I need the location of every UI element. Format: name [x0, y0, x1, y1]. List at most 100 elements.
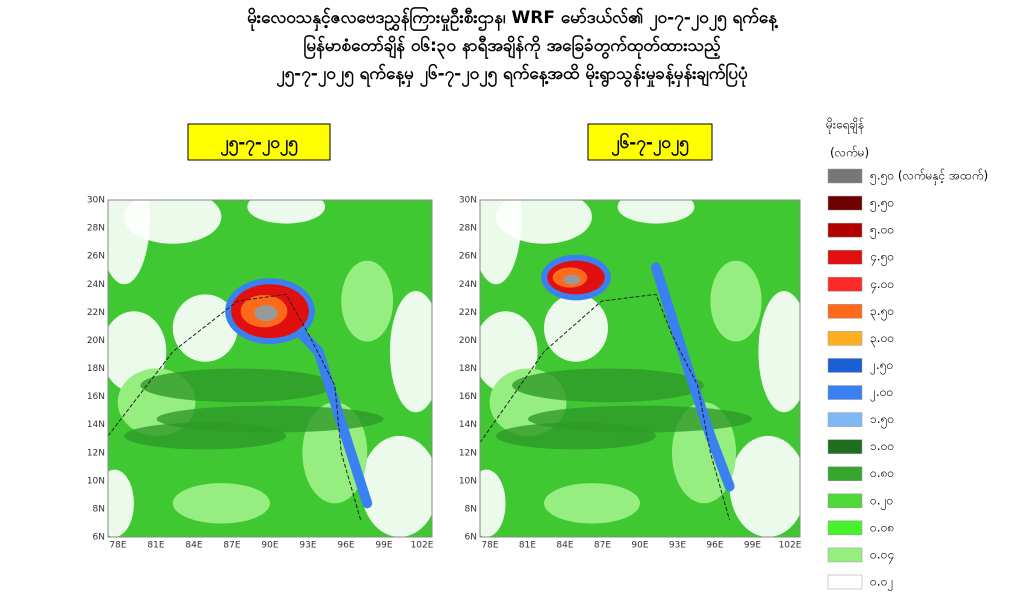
lat-label: 18N: [87, 364, 105, 374]
lat-label: 18N: [459, 364, 477, 374]
legend-swatch: [827, 277, 863, 292]
light-rain: [172, 483, 270, 524]
legend-label: ၀.၀၂: [870, 575, 893, 592]
lat-label: 30N: [459, 196, 477, 206]
light-rain: [341, 260, 394, 342]
lon-label: 99E: [744, 541, 761, 551]
legend-swatch: [827, 331, 863, 346]
rainfall-map: [480, 200, 800, 537]
lat-label: 12N: [87, 448, 105, 458]
legend-title: မိုးရေချိန်: [826, 117, 864, 135]
dry-area: [172, 294, 238, 362]
legend-label: ၃.၀၀: [870, 331, 894, 348]
lon-label: 87E: [594, 541, 611, 551]
light-rain: [710, 260, 762, 342]
legend-swatch: [827, 574, 863, 590]
rainfall-map: [108, 200, 432, 537]
lon-label: 81E: [147, 541, 164, 551]
legend-swatch: [827, 168, 863, 184]
legend-label: ၁.၅၀: [870, 412, 894, 429]
lon-label: 84E: [185, 541, 202, 551]
legend-swatch: [827, 195, 863, 211]
lon-label: 102E: [411, 541, 434, 551]
legend-label: ၅.၀၀: [870, 223, 894, 240]
core-gray: [254, 305, 278, 322]
dry-area: [389, 291, 432, 413]
lon-label: 93E: [669, 541, 686, 551]
legend-label: ၂.၅၀: [870, 358, 893, 375]
lon-label: 102E: [779, 541, 802, 551]
heavy-rain-band: [281, 312, 373, 509]
legend-label: ၄.၅၀: [870, 250, 894, 267]
map-frame: [107, 199, 433, 538]
lat-label: 16N: [459, 392, 477, 402]
legend-label: ၄.၀၀: [870, 277, 894, 294]
title-line: မိုးလေဝသနှင့်ဇလဗေဒညွှန်ကြားမှုဦးစီးဌာန၊ …: [247, 5, 778, 32]
lat-label: 10N: [459, 476, 477, 486]
date-box: [187, 123, 331, 161]
lat-label: 8N: [93, 504, 105, 514]
lon-label: 78E: [109, 541, 126, 551]
title-line: မြန်မာစံတော်ချိန် ၀၆:၃၀ နာရီအချိန်ကို အခ…: [303, 33, 721, 60]
lon-label: 96E: [337, 541, 354, 551]
lat-label: 24N: [459, 280, 477, 290]
lon-label: 96E: [706, 541, 723, 551]
moderate-rain: [496, 422, 656, 450]
legend-label: ၃.၅၀: [870, 304, 894, 321]
legend-unit: (လက်မ): [830, 145, 869, 160]
lat-label: 12N: [459, 448, 477, 458]
moderate-rain: [512, 368, 704, 403]
lon-label: 87E: [223, 541, 240, 551]
dry-area: [360, 435, 432, 537]
dry-area: [729, 435, 800, 537]
lat-label: 20N: [87, 336, 105, 346]
lat-label: 30N: [87, 196, 105, 206]
legend-swatch: [827, 304, 863, 319]
lon-label: 81E: [519, 541, 536, 551]
lat-label: 22N: [87, 308, 105, 318]
lon-label: 93E: [299, 541, 316, 551]
dry-area: [124, 200, 222, 244]
legend-label: ၀.၀၄: [870, 547, 894, 564]
dry-area: [247, 200, 326, 224]
legend-label: ၅.၅၀: [870, 196, 894, 213]
lat-label: 24N: [87, 280, 105, 290]
map-frame: [479, 199, 801, 538]
lat-label: 10N: [87, 476, 105, 486]
dry-area: [544, 294, 608, 362]
lon-label: 99E: [375, 541, 392, 551]
legend-swatch: [827, 520, 863, 536]
lat-label: 16N: [87, 392, 105, 402]
legend-label: ၅.၅၀ (လက်မနှင့် အထက်): [870, 168, 988, 186]
coastline: [108, 293, 362, 521]
lat-label: 14N: [459, 420, 477, 430]
dry-area: [480, 469, 506, 537]
lat-label: 26N: [87, 252, 105, 262]
legend-swatch: [827, 439, 863, 454]
date-box: [587, 123, 713, 161]
lon-label: 90E: [261, 541, 278, 551]
moderate-rain: [124, 422, 287, 450]
legend-swatch: [827, 493, 863, 509]
legend-swatch: [827, 547, 863, 563]
legend-swatch: [827, 358, 863, 373]
lat-label: 28N: [459, 224, 477, 234]
lat-label: 14N: [87, 420, 105, 430]
date-label: ၂၆-၇-၂၀၂၅: [611, 131, 689, 157]
dry-area: [758, 291, 800, 413]
lat-label: 8N: [465, 504, 477, 514]
legend-label: ၀.၈၀: [870, 466, 894, 480]
title-line: ၂၅-၇-၂၀၂၅ ရက်နေ့မှ ၂၆-၇-၂၀၂၅ ရက်နေ့အထိ မ…: [276, 61, 748, 88]
moderate-rain: [140, 368, 335, 403]
lon-label: 78E: [481, 541, 498, 551]
legend-swatch: [827, 412, 863, 427]
legend-swatch: [827, 249, 863, 265]
lon-label: 84E: [556, 541, 573, 551]
dry-area: [496, 200, 592, 244]
core-gray: [563, 274, 581, 285]
legend-swatch: [827, 385, 863, 400]
lat-label: 6N: [93, 533, 105, 543]
legend-label: ၀.၂၀: [870, 493, 893, 510]
lat-label: 26N: [459, 252, 477, 262]
lat-label: 6N: [465, 533, 477, 543]
